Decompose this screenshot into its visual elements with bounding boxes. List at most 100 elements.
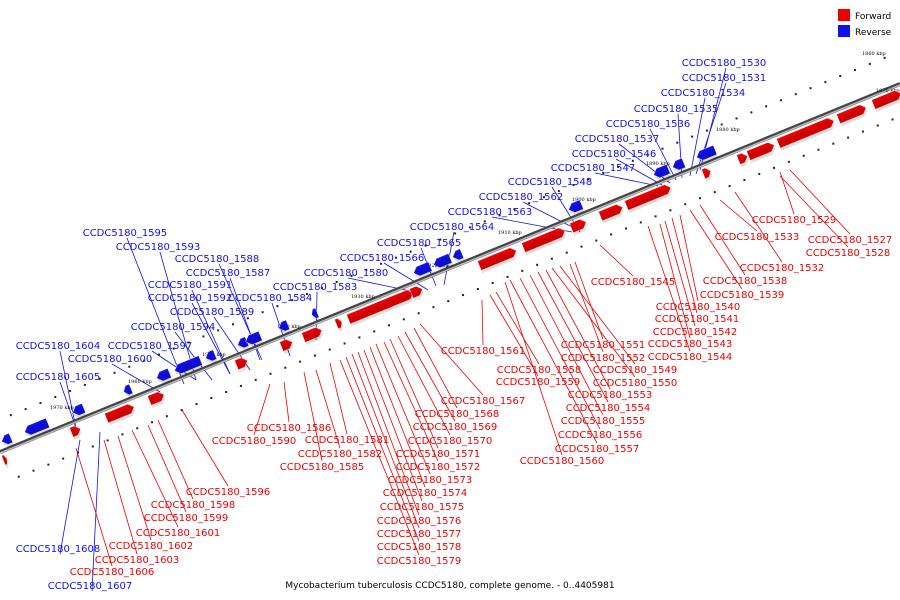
- axis-tick-mark: [876, 124, 879, 127]
- axis-tick-mark: [358, 336, 361, 339]
- kbp-tick-label: 1880 kbp: [716, 127, 740, 133]
- axis-tick-mark: [794, 93, 797, 96]
- forward-gene: [776, 117, 836, 151]
- reverse-leader-line: [59, 350, 77, 429]
- forward-leader-line: [345, 356, 420, 542]
- axis-tick-mark: [91, 445, 94, 448]
- forward-leader-line: [574, 261, 604, 340]
- axis-tick-mark: [868, 62, 871, 65]
- axis-tick-mark: [136, 427, 139, 430]
- reverse-gene-label: CCDC5180_1608: [16, 544, 101, 555]
- axis-tick-mark: [24, 408, 27, 411]
- axis-tick-mark: [447, 300, 450, 303]
- forward-gene-label: CCDC5180_1549: [593, 365, 678, 376]
- forward-gene: [477, 247, 518, 274]
- reverse-leader-line: [689, 97, 706, 177]
- axis-tick-mark: [779, 99, 782, 102]
- forward-gene-label: CCDC5180_1558: [497, 365, 582, 376]
- forward-gene-label: CCDC5180_1603: [95, 555, 180, 566]
- forward-gene: [334, 318, 344, 332]
- axis-tick-mark: [402, 318, 405, 321]
- reverse-gene: [72, 403, 87, 419]
- forward-gene-label: CCDC5180_1567: [441, 396, 526, 407]
- forward-leader-line: [699, 204, 746, 276]
- forward-gene-label: CCDC5180_1532: [740, 263, 825, 274]
- forward-gene-label: CCDC5180_1590: [212, 436, 297, 447]
- axis-tick-mark: [765, 105, 768, 108]
- kbp-tick-label: 1930 kbp: [351, 294, 375, 300]
- axis-tick-mark: [646, 153, 649, 156]
- axis-tick-mark: [631, 159, 634, 162]
- axis-tick-mark: [151, 421, 154, 424]
- reverse-gene: [278, 319, 291, 334]
- reverse-leader-line: [615, 158, 663, 186]
- reverse-gene-label: CCDC5180_1546: [572, 149, 657, 160]
- forward-leader-line: [404, 331, 456, 422]
- axis-tick-mark: [691, 135, 694, 138]
- forward-gene-label: CCDC5180_1598: [151, 500, 236, 511]
- forward-gene-label: CCDC5180_1571: [396, 449, 481, 460]
- axis-tick-mark: [69, 389, 72, 392]
- axis-tick-mark: [491, 281, 494, 284]
- reverse-gene-label: CCDC5180_1534: [661, 88, 746, 99]
- forward-leader-line: [181, 409, 229, 487]
- axis-tick-mark: [587, 177, 590, 180]
- forward-leader-line: [131, 429, 179, 528]
- axis-tick-mark: [572, 184, 575, 187]
- forward-gene-label: CCDC5180_1578: [377, 542, 462, 553]
- axis-tick-mark: [335, 280, 338, 283]
- forward-leader-line: [551, 267, 636, 378]
- axis-tick-mark: [802, 154, 805, 157]
- axis-tick-mark: [232, 323, 235, 326]
- axis-tick-mark: [225, 390, 228, 393]
- axis-tick-mark: [409, 250, 412, 253]
- forward-gene: [701, 167, 712, 182]
- axis-tick-mark: [506, 275, 509, 278]
- reverse-gene-label: CCDC5180_1548: [508, 177, 593, 188]
- axis-tick-mark: [439, 238, 442, 241]
- forward-gene-label: CCDC5180_1555: [561, 416, 646, 427]
- axis-tick-mark: [54, 395, 57, 398]
- axis-tick-mark: [536, 263, 539, 266]
- genome-caption: Mycobacterium tuberculosis CCDC5180, com…: [285, 581, 614, 591]
- reverse-gene-label: CCDC5180_1592: [148, 293, 233, 304]
- reverse-gene-label: CCDC5180_1593: [116, 242, 201, 253]
- axis-tick-mark: [705, 129, 708, 132]
- kbp-tick-label: 1890 kbp: [646, 161, 670, 167]
- axis-tick-mark: [661, 147, 664, 150]
- axis-tick-mark: [254, 378, 257, 381]
- axis-tick-mark: [624, 227, 627, 230]
- reverse-gene: [237, 336, 250, 351]
- forward-gene: [409, 286, 424, 301]
- reverse-gene: [205, 349, 218, 364]
- forward-gene-label: CCDC5180_1528: [806, 248, 891, 259]
- kbp-tick-label: 1900 kbp: [572, 197, 596, 203]
- axis-tick-mark: [424, 244, 427, 247]
- axis-tick-mark: [773, 166, 776, 169]
- forward-leader-line: [375, 343, 431, 475]
- axis-tick-mark: [98, 377, 101, 380]
- forward-leader-line: [719, 199, 758, 232]
- forward-leader-line: [545, 269, 611, 390]
- axis-tick-mark: [854, 68, 857, 71]
- axis-tick-mark: [883, 56, 886, 59]
- forward-gene: [569, 219, 588, 236]
- reverse-gene-label: CCDC5180_1537: [575, 134, 660, 145]
- forward-gene-label: CCDC5180_1560: [520, 456, 605, 467]
- forward-leader-line: [734, 191, 783, 263]
- forward-gene: [624, 184, 672, 213]
- reverse-gene: [413, 261, 434, 279]
- axis-tick-mark: [202, 335, 205, 338]
- forward-gene-label: CCDC5180_1579: [377, 556, 462, 567]
- axis-tick-mark: [83, 383, 86, 386]
- reverse-leader-line: [159, 251, 197, 381]
- axis-tick-mark: [750, 111, 753, 114]
- forward-gene-label: CCDC5180_1527: [808, 235, 893, 246]
- forward-gene-label: CCDC5180_1577: [377, 529, 462, 540]
- axis-tick-mark: [699, 197, 702, 200]
- axis-tick-mark: [269, 372, 272, 375]
- axis-tick-mark: [720, 123, 723, 126]
- kbp-tick-label: 1960 kbp: [128, 379, 152, 385]
- reverse-gene-label: CCDC5180_1580: [304, 268, 389, 279]
